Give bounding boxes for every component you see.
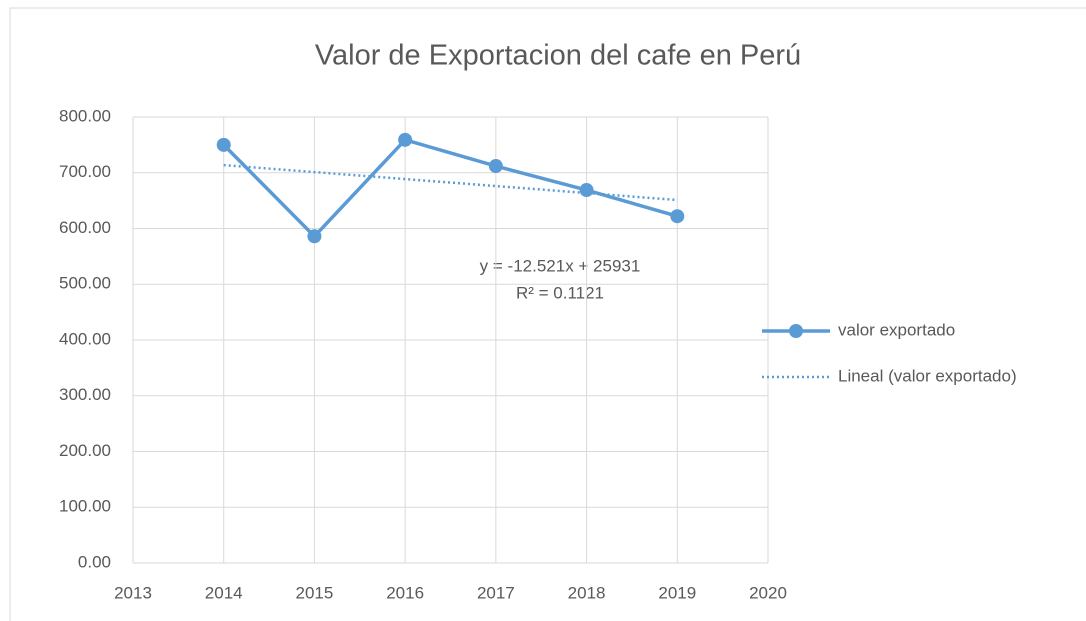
- chart-border: [9, 7, 1086, 621]
- series-line: [222, 137, 678, 239]
- x-tick-label: 2018: [568, 583, 606, 602]
- y-tick-label: 700.00: [59, 162, 111, 181]
- marker: [398, 132, 413, 147]
- y-tick-label: 100.00: [59, 497, 111, 516]
- marker: [488, 159, 503, 174]
- y-tick-label: 800.00: [59, 106, 111, 125]
- annotation: R² = 0.1121: [516, 283, 604, 302]
- x-tick-label: 2017: [477, 583, 515, 602]
- marker: [670, 209, 685, 224]
- legend-marker: [789, 324, 803, 338]
- chart-title: Valor de Exportacion del cafe en Perú: [315, 40, 801, 72]
- annotation: y = -12.521x + 25931: [480, 256, 641, 275]
- y-tick-label: 300.00: [59, 385, 111, 404]
- x-tick-label: 2020: [749, 583, 787, 602]
- marker: [307, 229, 322, 244]
- y-tick-label: 0.00: [78, 552, 111, 571]
- legend-label: Lineal (valor exportado): [838, 366, 1017, 385]
- marker: [216, 137, 231, 152]
- x-tick-label: 2016: [386, 583, 424, 602]
- y-tick-label: 400.00: [59, 329, 111, 348]
- marker: [579, 183, 594, 198]
- y-tick-label: 600.00: [59, 218, 111, 237]
- x-tick-label: 2019: [658, 583, 696, 602]
- y-tick-label: 200.00: [59, 441, 111, 460]
- y-tick-label: 500.00: [59, 274, 111, 293]
- x-tick-label: 2014: [205, 583, 243, 602]
- legend-label: valor exportado: [838, 320, 955, 339]
- trendline: [223, 163, 678, 202]
- x-tick-label: 2013: [114, 583, 152, 602]
- x-tick-label: 2015: [296, 583, 334, 602]
